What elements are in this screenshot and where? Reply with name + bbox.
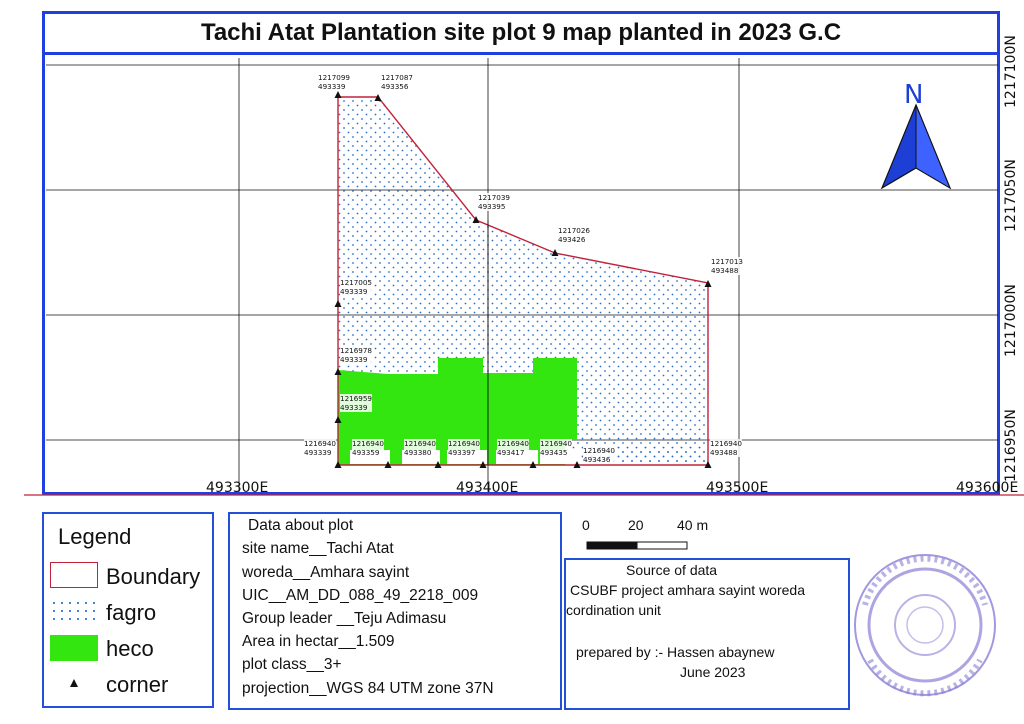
point-label-p16: 1216940 493488 [710,439,743,457]
official-stamp-icon [854,554,996,697]
plot-info-heading: Data about plot [248,517,354,534]
corner-icon [334,300,342,307]
northing-label: 1217100N [1003,35,1019,108]
point-label-p4: 1217026 493426 [558,226,591,244]
easting-label: 493500E [706,480,769,496]
corner-icon [479,461,487,468]
fagro-swatch [50,599,98,625]
legend-title: Legend [58,524,132,549]
corner-icon [704,280,712,287]
corner-markers [334,91,712,468]
point-label-p8: 1216959 493339 [340,394,373,412]
easting-label: 493300E [206,480,269,496]
legend-box: Legend Boundary fagro heco corner [42,512,214,708]
point-label-p2: 1217087 493356 [381,73,414,91]
easting-label: 493400E [456,480,519,496]
corner-icon [434,461,442,468]
source-line: cordination unit [566,602,661,618]
north-letter: N [904,80,924,110]
fagro-area [338,97,708,465]
triangle-icon [70,679,78,687]
northing-label: 1217000N [1003,284,1019,357]
northing-label: 1216950N [1003,409,1019,482]
title-box: Tachi Atat Plantation site plot 9 map pl… [42,11,1000,55]
source-box: Source of data CSUBF project amhara sayi… [564,558,850,710]
plot-info-line: Area in hectar__1.509 [242,633,395,650]
plot-info-line: Group leader __Teju Adimasu [242,610,447,627]
scale-label: 0 [582,517,590,533]
prepared-by: prepared by :- Hassen abaynew [576,644,775,660]
scale-label: 20 [628,517,644,533]
corner-icon [334,461,342,468]
point-label-p12: 1216940 493397 [448,439,481,457]
corner-icon [334,91,342,98]
corner-icon [573,461,581,468]
scale-bar [586,541,688,550]
plot-info-box: Data about plot site name__Tachi Atat wo… [228,512,562,710]
point-label-p14: 1216940 493435 [540,439,573,457]
legend-label-corner: corner [106,672,169,697]
corner-icon [551,249,559,256]
plot-info-line: projection__WGS 84 UTM zone 37N [242,680,494,697]
heco-area [338,358,577,465]
corner-icon [334,368,342,375]
plot-info-line: UIC__AM_DD_088_49_2218_009 [242,587,479,604]
legend-label-boundary: Boundary [106,564,201,589]
point-label-p15: 1216940 493436 [583,446,616,464]
north-arrow-icon [880,103,952,190]
northing-label: 1217050N [1003,159,1019,232]
point-label-p6: 1217005 493339 [340,278,373,296]
corner-icon [472,216,480,223]
plot-info-line: woreda__Amhara sayint [242,564,410,581]
boundary-line [337,96,709,466]
map-title: Tachi Atat Plantation site plot 9 map pl… [200,19,842,46]
point-label-p9: 1216940 493339 [304,439,337,457]
map-frame [42,55,1000,495]
legend-label-fagro: fagro [106,600,157,625]
plot-info-line: site name__Tachi Atat [242,540,394,557]
boundary-swatch [50,562,98,588]
point-label-p7: 1216978 493339 [340,346,373,364]
corner-icon [529,461,537,468]
source-heading: Source of data [626,562,718,578]
point-label-p1: 1217099 493339 [318,73,351,91]
point-label-p3: 1217039 493395 [478,193,511,211]
corner-icon [374,94,382,101]
point-label-p5: 1217013 493488 [711,257,744,275]
corner-icon [704,461,712,468]
heco-swatch [50,635,98,661]
easting-label: 493600E [956,480,1019,496]
legend-label-heco: heco [106,636,154,661]
prepared-date: June 2023 [680,664,746,680]
scale-label: 40 m [677,517,709,533]
point-label-p11: 1216940 493380 [404,439,437,457]
corner-icon [384,461,392,468]
source-line: CSUBF project amhara sayint woreda [570,582,805,598]
point-label-p10: 1216940 493359 [352,439,385,457]
corner-icon [334,416,342,423]
point-label-p13: 1216940 493417 [497,439,530,457]
plot-info-line: plot class__3+ [242,656,342,673]
